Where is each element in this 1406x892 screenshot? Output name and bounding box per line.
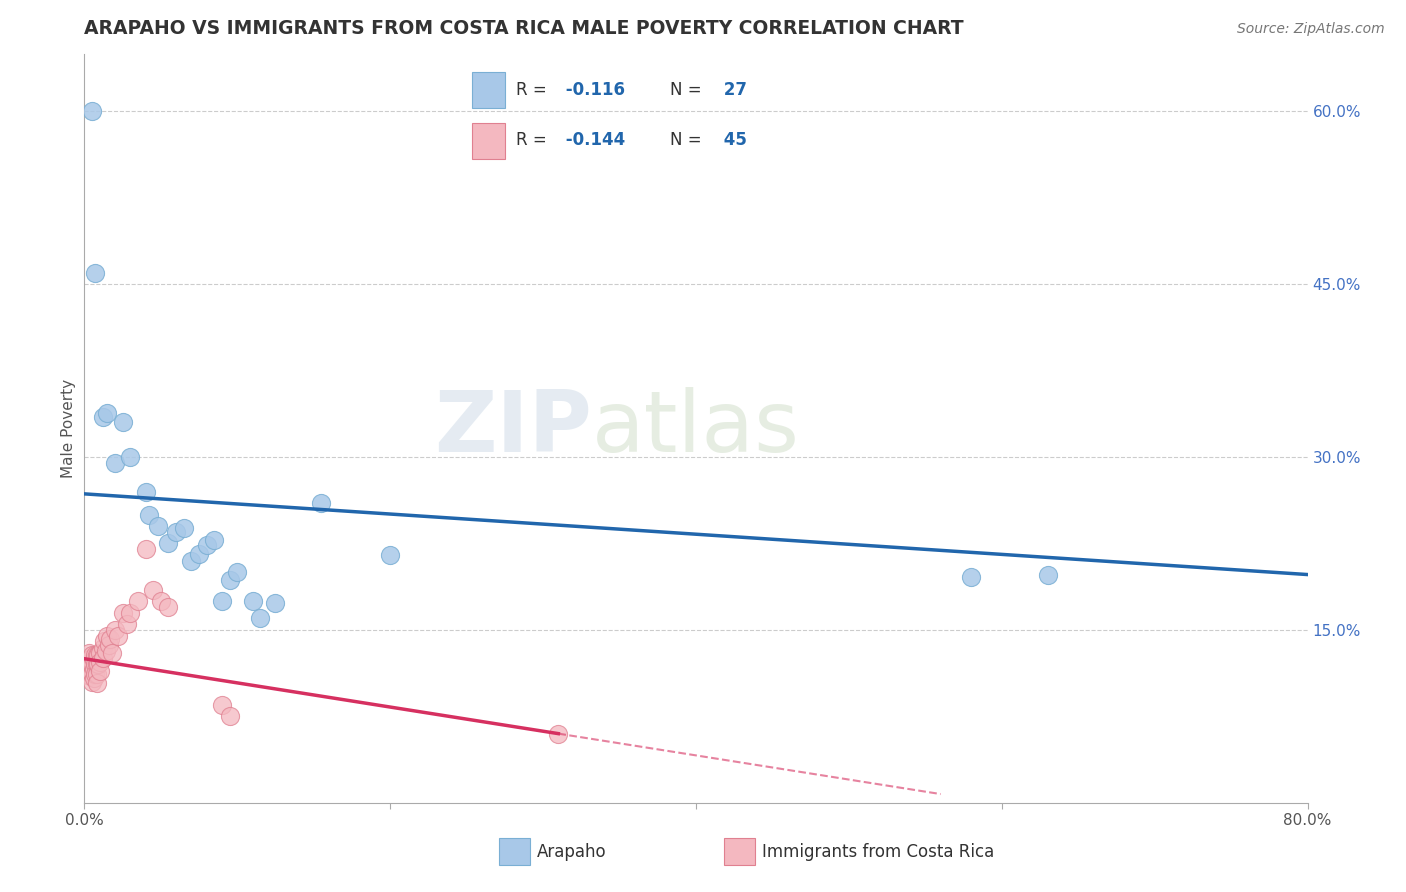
- Point: [380, 548, 402, 562]
- Point: [127, 594, 149, 608]
- Point: [149, 594, 172, 608]
- Point: [77, 660, 100, 674]
- Point: [79, 669, 101, 683]
- Point: [1036, 567, 1059, 582]
- Point: [89, 665, 111, 679]
- Point: [84, 648, 107, 663]
- Point: [211, 698, 233, 712]
- Point: [135, 484, 157, 499]
- Point: [86, 666, 108, 681]
- Point: [86, 648, 108, 663]
- Point: [104, 456, 127, 470]
- Text: Source: ZipAtlas.com: Source: ZipAtlas.com: [1237, 22, 1385, 37]
- Point: [249, 611, 271, 625]
- Point: [87, 657, 110, 672]
- Point: [202, 533, 225, 547]
- Point: [242, 594, 264, 608]
- Point: [138, 508, 160, 522]
- Point: [142, 582, 165, 597]
- Point: [94, 643, 117, 657]
- Point: [211, 594, 233, 608]
- Point: [547, 726, 569, 740]
- Point: [173, 521, 195, 535]
- Point: [120, 450, 142, 464]
- Point: [115, 617, 138, 632]
- Point: [96, 629, 118, 643]
- Text: ZIP: ZIP: [434, 386, 592, 470]
- Text: atlas: atlas: [592, 386, 800, 470]
- Point: [91, 641, 114, 656]
- Point: [80, 104, 103, 119]
- Point: [120, 606, 142, 620]
- Point: [146, 519, 169, 533]
- Point: [101, 646, 124, 660]
- Text: Arapaho: Arapaho: [537, 843, 607, 861]
- Point: [91, 650, 114, 665]
- Point: [87, 648, 110, 663]
- Point: [83, 662, 105, 676]
- Point: [135, 542, 157, 557]
- Point: [111, 416, 134, 430]
- Point: [218, 574, 240, 588]
- Point: [89, 646, 111, 660]
- Point: [97, 638, 120, 652]
- Point: [157, 599, 180, 614]
- Point: [104, 623, 127, 637]
- Point: [960, 570, 983, 584]
- Point: [77, 646, 100, 660]
- Point: [79, 651, 101, 665]
- Point: [165, 524, 187, 539]
- Point: [86, 676, 108, 690]
- Point: [111, 606, 134, 620]
- Point: [86, 657, 108, 672]
- Point: [84, 266, 107, 280]
- Point: [226, 566, 249, 580]
- Point: [91, 409, 114, 424]
- Y-axis label: Male Poverty: Male Poverty: [60, 378, 76, 478]
- Point: [84, 657, 107, 672]
- Point: [157, 536, 180, 550]
- Point: [83, 671, 105, 685]
- Text: ARAPAHO VS IMMIGRANTS FROM COSTA RICA MALE POVERTY CORRELATION CHART: ARAPAHO VS IMMIGRANTS FROM COSTA RICA MA…: [84, 19, 965, 38]
- Point: [107, 629, 129, 643]
- Point: [83, 653, 105, 667]
- Point: [76, 657, 98, 672]
- Point: [89, 655, 111, 669]
- Point: [84, 666, 107, 681]
- Point: [195, 538, 218, 552]
- Point: [218, 709, 240, 723]
- Point: [311, 496, 333, 510]
- Text: Immigrants from Costa Rica: Immigrants from Costa Rica: [762, 843, 994, 861]
- Point: [80, 666, 103, 681]
- Point: [264, 596, 287, 610]
- Point: [80, 674, 103, 689]
- Point: [98, 632, 121, 646]
- Point: [80, 657, 103, 672]
- Point: [188, 547, 211, 561]
- Point: [180, 554, 202, 568]
- Point: [96, 406, 118, 420]
- Point: [80, 648, 103, 663]
- Point: [93, 634, 115, 648]
